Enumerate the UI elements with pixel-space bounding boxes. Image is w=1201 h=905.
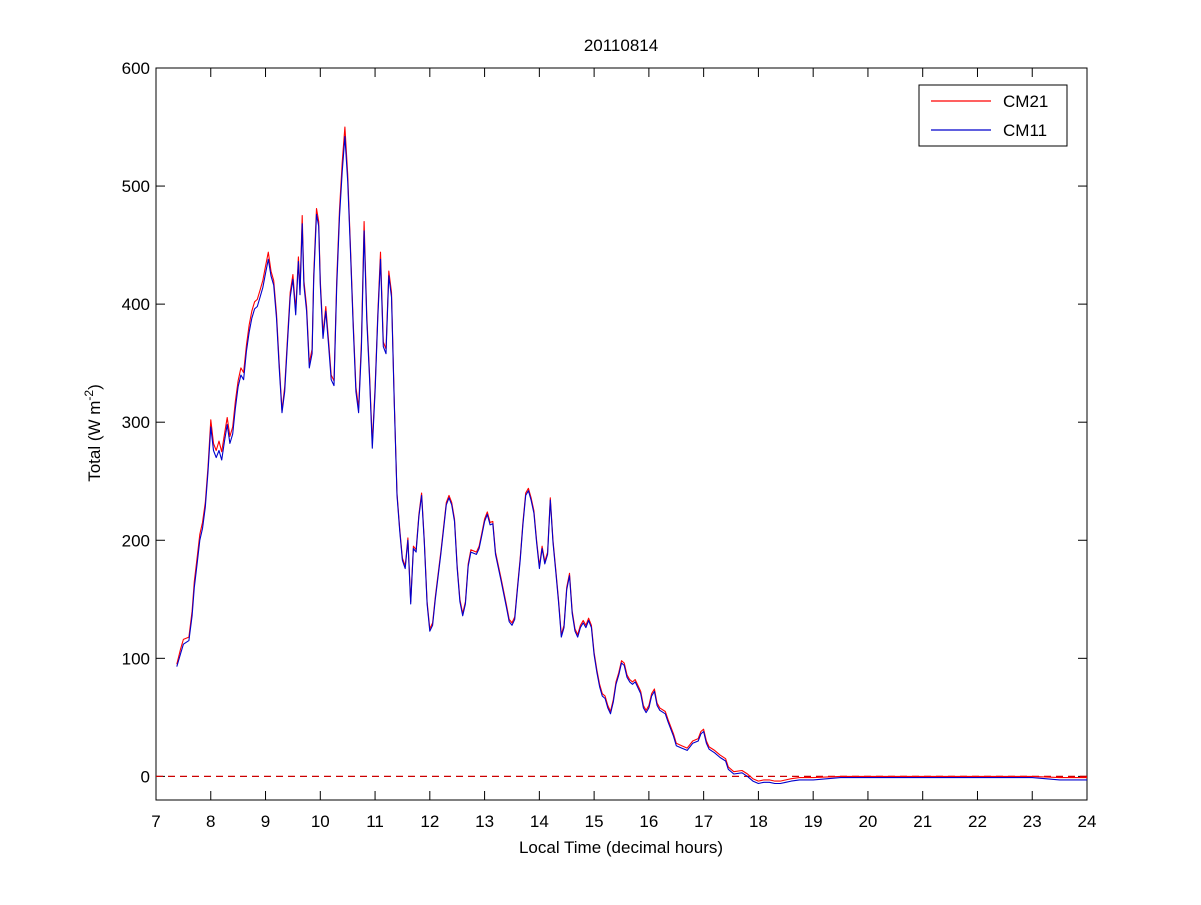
x-tick-label: 16 [639,812,658,831]
axes-box [155,67,1088,801]
y-tick-label: 200 [122,531,150,550]
plot-area: 7 8 9 10 11 12 13 14 15 16 17 18 19 20 21 22 23 24 0 100 200… [122,59,1097,831]
y-axis-label-end: ) [85,384,104,390]
legend-box [918,84,1068,147]
x-tick-label: 7 [151,812,160,831]
x-tick-label: 21 [913,812,932,831]
x-tick-label: 19 [804,812,823,831]
x-tick-label: 17 [694,812,713,831]
series-group [156,126,1087,785]
chart-title: 20110814 [584,36,658,55]
x-tick-label: 15 [585,812,604,831]
x-tick-label: 24 [1078,812,1097,831]
y-tick-label: 0 [141,767,150,786]
x-tick-label: 18 [749,812,768,831]
y-tick-label: 600 [122,59,150,78]
x-tick-label: 9 [261,812,270,831]
y-tick-label: 100 [122,649,150,668]
x-tick-label: 14 [530,812,549,831]
x-tick-label: 11 [366,812,384,831]
x-tick-label: 23 [1023,812,1042,831]
y-axis-label: Total (W m-2) [82,384,104,482]
x-tick-label: 10 [311,812,330,831]
y-tick-label: 500 [122,177,150,196]
x-tick-label: 8 [206,812,215,831]
legend: CM21 CM11 [918,84,1068,147]
x-tick-label: 13 [475,812,494,831]
legend-label: CM21 [1003,92,1048,111]
y-tick-label: 300 [122,413,150,432]
x-tick-label: 12 [420,812,439,831]
legend-label: CM11 [1003,121,1047,140]
y-axis-label-superscript: -2 [82,390,96,401]
x-tick-label: 20 [858,812,877,831]
y-tick-label: 400 [122,295,150,314]
x-tick-label: 22 [968,812,987,831]
y-axis-label-main: Total (W m [85,401,104,482]
x-axis-label: Local Time (decimal hours) [519,838,723,857]
series-line-cm11 [176,135,1087,785]
